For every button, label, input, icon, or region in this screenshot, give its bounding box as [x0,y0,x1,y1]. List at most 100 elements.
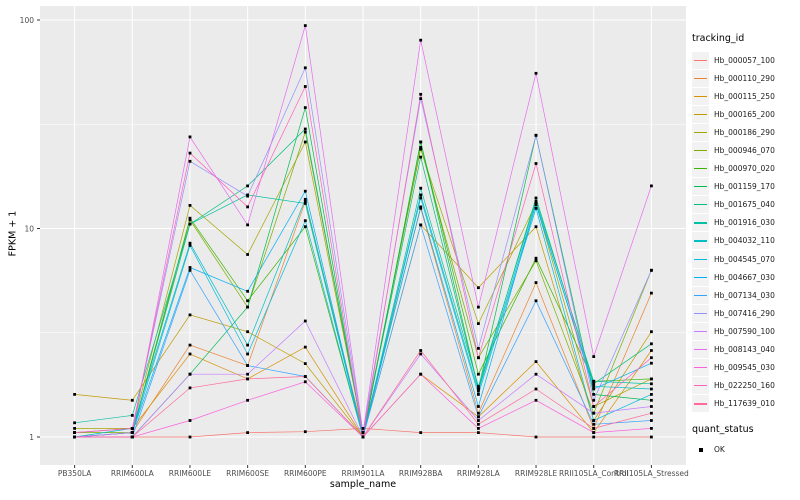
legend-item: Hb_008143_040 [692,341,798,359]
x-axis-title: sample_name [329,479,397,490]
legend-key-swatch [692,51,709,69]
legend-label: Hb_007590_100 [714,326,775,336]
legend-line-icon [694,59,707,61]
legend-line-icon [694,168,707,170]
legend-line-icon [694,77,707,79]
legend-line-icon [694,95,707,97]
legend-item: Hb_004032_110 [692,232,798,250]
legend-label: Hb_000165_200 [714,109,775,119]
legend-line-icon [694,240,707,242]
legend-label: Hb_000970_020 [714,164,775,174]
y-axis-tick-label: 1 [29,433,34,442]
legend-line-icon [694,349,707,351]
legend-key-swatch [692,286,709,304]
legend-label: Hb_117639_010 [714,399,775,409]
legend-key-swatch [692,377,709,395]
legend-key-swatch [692,341,709,359]
x-axis-tick-label: RRIM600SE [226,469,269,478]
legend-line-icon [694,294,707,296]
legend-label: Hb_000110_290 [714,73,775,83]
legend-label: Hb_007416_290 [714,308,775,318]
legend-line-icon [694,150,707,152]
legend-item: Hb_000115_250 [692,87,798,105]
legend-item: Hb_117639_010 [692,395,798,413]
y-axis-tick-label: 10 [24,224,34,233]
legend-label: Hb_009545_030 [714,363,775,373]
legend-key-swatch [692,123,709,141]
legend-item: Hb_000057_100 [692,51,798,69]
x-axis-tick-label: RRIM600LE [169,469,212,478]
legend-key-swatch [692,395,709,413]
legend-item-quant-ok: OK [692,441,798,459]
legend-key-swatch [692,178,709,196]
legend-label: Hb_004667_030 [714,272,775,282]
legend-item: Hb_000186_290 [692,123,798,141]
legend-label: OK [714,445,725,455]
legend-label: Hb_022250_160 [714,381,775,391]
legend-label: Hb_007134_030 [714,290,775,300]
legend-item: Hb_000110_290 [692,69,798,87]
legend-key-swatch [692,69,709,87]
legend-key-swatch [692,268,709,286]
legend-line-icon [694,222,707,224]
legend-key-swatch [692,214,709,232]
legend-line-icon [694,312,707,315]
legend-line-icon [694,113,707,116]
y-axis-title: FPKM + 1 [7,210,19,257]
legend-item: Hb_007590_100 [692,322,798,340]
series-points-Hb_117639_010 [73,349,653,439]
legend-item: Hb_004545_070 [692,250,798,268]
legend-line-icon [694,258,707,260]
legend-item: Hb_007134_030 [692,286,798,304]
legend-item: Hb_001916_030 [692,214,798,232]
legend-key-swatch [692,196,709,214]
y-axis-tick-label: 100 [20,16,35,25]
legend-line-icon [694,131,707,134]
legend-item: Hb_004667_030 [692,268,798,286]
legend-label: Hb_008143_040 [714,345,775,355]
legend-item: Hb_001675_040 [692,196,798,214]
legend-item: Hb_007416_290 [692,304,798,322]
x-axis-tick-label: RRIM600LA [111,469,155,478]
legend-key-swatch [692,250,709,268]
x-axis-tick-label: RRIM600PE [284,469,327,478]
legend-title-quant-status: quant_status [692,423,754,435]
legend-item: Hb_000946_070 [692,141,798,160]
legend-label: Hb_004545_070 [714,254,775,264]
legend-label: Hb_001159_170 [714,182,775,192]
legend-key-swatch [692,232,709,250]
x-axis-tick-label: RRIM928LA [457,469,501,478]
legend-line-icon [694,276,707,278]
legend-key-swatch [692,105,709,123]
legend-label: Hb_000115_250 [714,91,775,101]
legend-line-icon [694,186,707,188]
x-axis-tick-label: RRII105LA_Control [559,469,629,478]
legend-line-icon [694,204,707,206]
legend-line-icon [694,330,707,333]
x-axis-tick-label: RRII105LA_Stressed [614,469,689,478]
legend-key-swatch [692,304,709,322]
legend-item: Hb_001159_170 [692,178,798,196]
legend-items: Hb_000057_100 Hb_000110_290 Hb_000115_250 H… [692,51,798,413]
black-square-point-icon [692,441,709,458]
legend-item: Hb_022250_160 [692,377,798,395]
legend-label: Hb_000946_070 [714,146,775,156]
legend-label: Hb_001916_030 [714,218,775,228]
legend-item: Hb_009545_030 [692,359,798,377]
legend-line-icon [694,403,707,405]
legend-item: Hb_000165_200 [692,105,798,123]
legend-key-swatch [692,322,709,340]
legend-label: Hb_001675_040 [714,200,775,210]
legend-key-swatch [692,142,709,160]
legend-label: Hb_000186_290 [714,127,775,137]
legend-label: Hb_004032_110 [714,236,775,246]
legend-title-tracking-id: tracking_id [692,33,745,44]
legend-item: Hb_000970_020 [692,160,798,178]
x-axis-tick-label: PB350LA [58,469,92,478]
legend: tracking_id Hb_000057_100 Hb_000110_290 Hb… [692,33,798,459]
x-axis-tick-label: RRIM901LA [342,469,386,478]
legend-line-icon [694,367,707,369]
legend-line-icon [694,385,707,387]
